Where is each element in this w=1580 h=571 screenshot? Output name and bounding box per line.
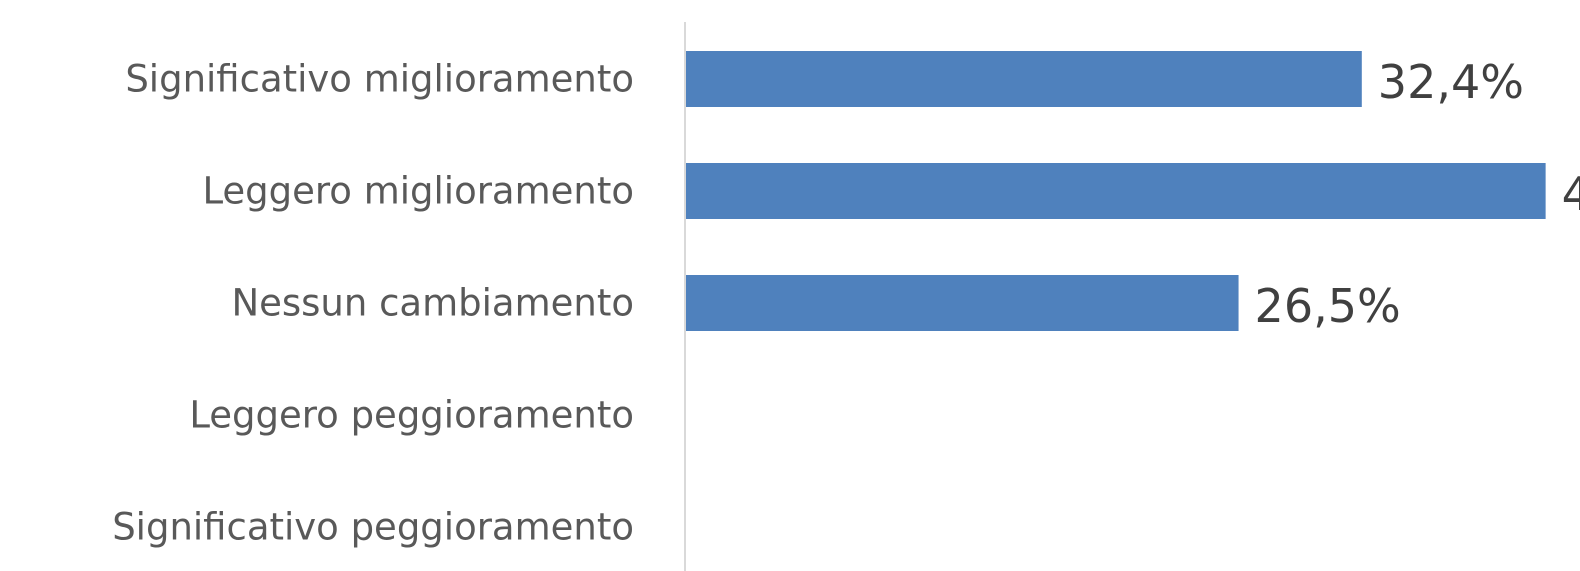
category-labels: Significativo miglioramento Leggero migli…	[112, 58, 634, 549]
value-label: 41,2%	[1562, 167, 1580, 221]
category-label: Leggero miglioramento	[202, 170, 634, 213]
category-label: Significativo peggioramento	[112, 506, 634, 549]
bar	[685, 275, 1239, 331]
category-label: Nessun cambiamento	[231, 282, 634, 325]
bars	[685, 51, 1546, 331]
value-label: 26,5%	[1255, 279, 1401, 333]
bar	[685, 51, 1362, 107]
value-labels: 32,4% 41,2% 26,5%	[1255, 55, 1580, 333]
category-label: Significativo miglioramento	[125, 58, 634, 101]
category-label: Leggero peggioramento	[189, 394, 634, 437]
bar	[685, 163, 1546, 219]
value-label: 32,4%	[1378, 55, 1524, 109]
